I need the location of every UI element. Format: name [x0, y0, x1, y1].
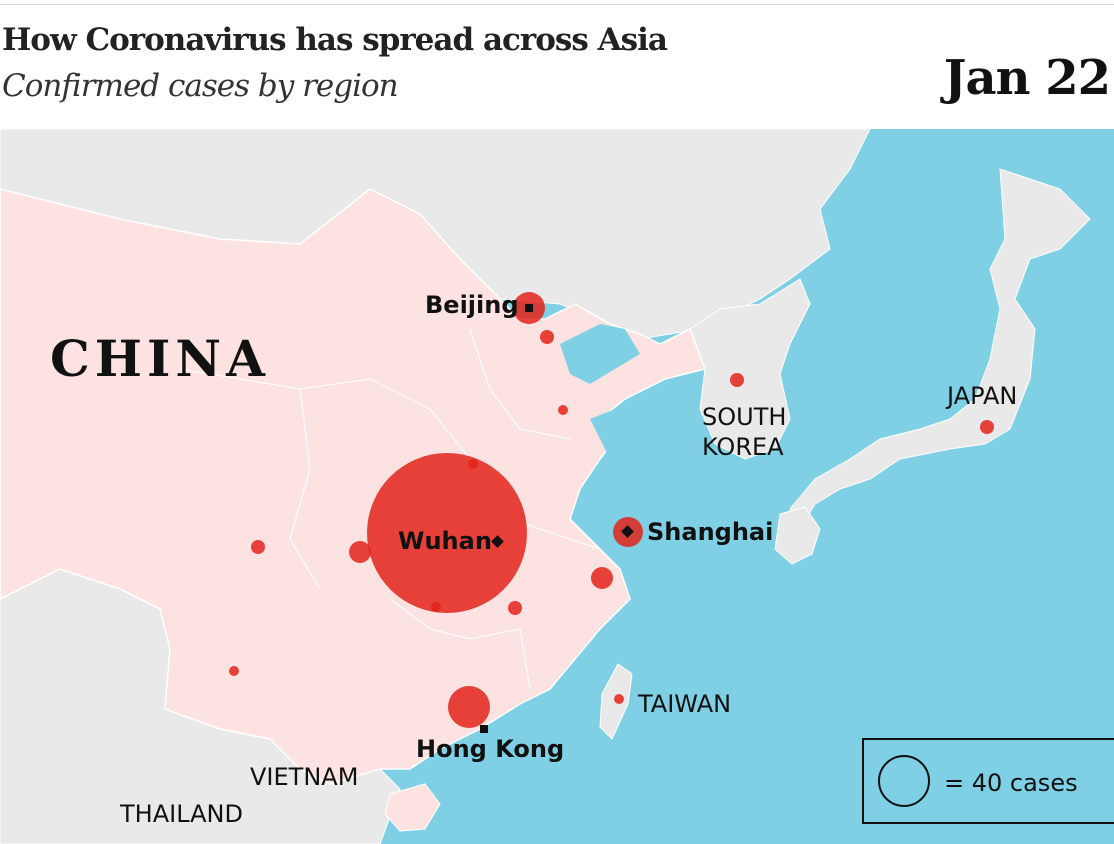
- bubble-sichuan: [251, 540, 265, 554]
- legend-label: = 40 cases: [944, 769, 1078, 797]
- land-korea: [689, 278, 811, 460]
- land-japan: [789, 168, 1091, 531]
- beijing-marker: [525, 304, 533, 312]
- bubble-shandong: [558, 405, 568, 415]
- bubble-tianjin: [540, 330, 554, 344]
- bubble-henan: [468, 459, 478, 469]
- chart-title: How Coronavirus has spread across Asia: [2, 22, 668, 58]
- thailand-label: THAILAND: [119, 800, 243, 828]
- bubble-south-korea: [730, 373, 744, 387]
- bubble-jiangxi: [508, 601, 522, 615]
- japan-label: JAPAN: [945, 382, 1017, 410]
- bubble-hunan: [431, 602, 441, 612]
- land-hainan: [384, 783, 441, 832]
- chart-subtitle: Confirmed cases by region: [2, 68, 399, 104]
- bubble-yunnan: [229, 666, 239, 676]
- south-korea-label-line2: KOREA: [702, 433, 784, 461]
- shanghai-label: Shanghai: [647, 518, 773, 546]
- hong-kong-marker: [480, 725, 488, 733]
- bubble-zhejiang: [591, 567, 613, 589]
- top-rule: [0, 4, 1114, 5]
- bubble-hong-kong: [448, 686, 490, 728]
- hong-kong-label: Hong Kong: [416, 735, 564, 763]
- case-bubbles: [229, 292, 994, 728]
- china-label: CHINA: [50, 329, 270, 388]
- bubble-japan: [980, 420, 994, 434]
- legend-circle: [878, 755, 930, 807]
- date-label: Jan 22: [943, 50, 1111, 106]
- legend: = 40 cases: [862, 738, 1114, 824]
- bohai-sea: [560, 324, 640, 384]
- south-korea-label-line1: SOUTH: [702, 403, 786, 431]
- vietnam-label: VIETNAM: [250, 763, 358, 791]
- land-china: [0, 188, 706, 785]
- taiwan-label: TAIWAN: [637, 690, 731, 718]
- legend-box: [862, 738, 1114, 824]
- land-kyushu: [774, 506, 821, 565]
- bubble-taiwan: [614, 694, 624, 704]
- beijing-label: Beijing: [425, 291, 519, 319]
- wuhan-label: Wuhan: [398, 527, 492, 555]
- bubble-chongqing: [349, 541, 371, 563]
- bubble-wuhan: [367, 453, 527, 613]
- map: CHINA Beijing Wuhan Shanghai Hong Kong S…: [0, 129, 1114, 844]
